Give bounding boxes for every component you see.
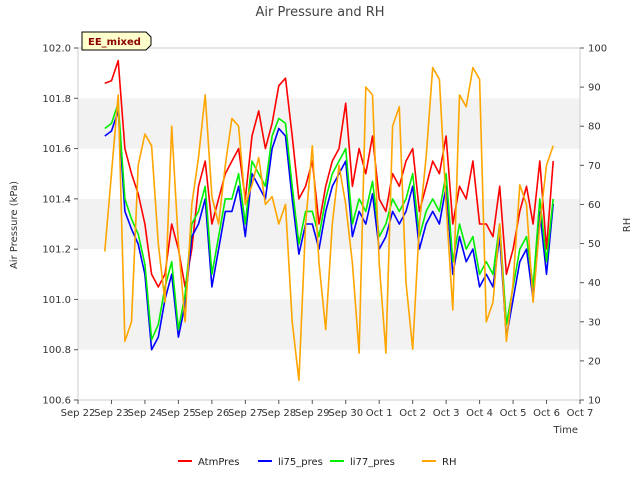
y2-tick-label: 10 <box>588 396 601 407</box>
x-tick-label: Sep 26 <box>194 408 229 419</box>
y-tick-label: 101.2 <box>42 245 71 256</box>
series-AtmPres <box>104 59 554 288</box>
legend-label-RH: RH <box>442 457 456 468</box>
y-tick-label: 101.6 <box>42 144 71 155</box>
y2-tick-label: 50 <box>588 239 601 250</box>
x-tick-label: Sep 22 <box>61 408 96 419</box>
y2-tick-label: 70 <box>588 161 601 172</box>
legend-label-li75_pres: li75_pres <box>278 457 323 468</box>
x-tick-label: Oct 1 <box>366 408 393 419</box>
x-tick-label: Oct 2 <box>399 408 426 419</box>
x-tick-label: Oct 3 <box>433 408 460 419</box>
badge-label: EE_mixed <box>88 37 141 48</box>
y-axis-left: 100.6 100.8 101.0 101.2 101.4 101.6 101.8 102.0 <box>42 44 78 407</box>
plot-frame <box>77 47 581 401</box>
y2-tick-label: 100 <box>588 44 607 55</box>
y-axis-right: 10 20 30 40 50 60 70 80 90 100 <box>580 44 607 407</box>
x-tick-label: Sep 25 <box>161 408 196 419</box>
y2-tick-label: 30 <box>588 317 601 328</box>
x-tick-label: Oct 6 <box>533 408 560 419</box>
x-tick-label: Oct 7 <box>567 408 594 419</box>
x-tick-label: Sep 24 <box>128 408 163 419</box>
x-axis-label: Time <box>553 425 578 436</box>
legend-label-li77_pres: li77_pres <box>350 457 395 468</box>
x-tick-label: Oct 5 <box>500 408 527 419</box>
legend: AtmPres li75_pres li77_pres RH <box>178 457 456 468</box>
y2-tick-label: 60 <box>588 200 601 211</box>
y-tick-label: 101.8 <box>42 94 71 105</box>
y2-tick-label: 20 <box>588 356 601 367</box>
y-tick-label: 101.4 <box>42 194 71 205</box>
band <box>78 98 580 149</box>
series-layer <box>104 59 554 382</box>
chart-title: Air Pressure and RH <box>255 5 384 20</box>
x-tick-label: Sep 23 <box>94 408 129 419</box>
x-tick-label: Sep 30 <box>328 408 363 419</box>
series-li75_pres <box>104 110 554 351</box>
dataset-badge: EE_mixed <box>81 31 152 51</box>
x-tick-label: Sep 28 <box>261 408 296 419</box>
legend-label-AtmPres: AtmPres <box>198 457 239 468</box>
y-tick-label: 100.8 <box>42 345 71 356</box>
x-tick-label: Oct 4 <box>466 408 493 419</box>
y-tick-label: 100.6 <box>42 396 71 407</box>
y-tick-label: 102.0 <box>42 44 71 55</box>
y-axis-label: Air Pressure (kPa) <box>9 181 20 269</box>
y-tick-label: 101.0 <box>42 295 71 306</box>
series-RH <box>104 66 554 382</box>
x-tick-label: Sep 27 <box>228 408 263 419</box>
series-li77_pres <box>104 102 554 341</box>
y2-tick-label: 90 <box>588 83 601 94</box>
y2-axis-label: RH <box>622 218 633 232</box>
x-tick-label: Sep 29 <box>295 408 330 419</box>
y2-tick-label: 80 <box>588 122 601 133</box>
y2-tick-label: 40 <box>588 278 601 289</box>
